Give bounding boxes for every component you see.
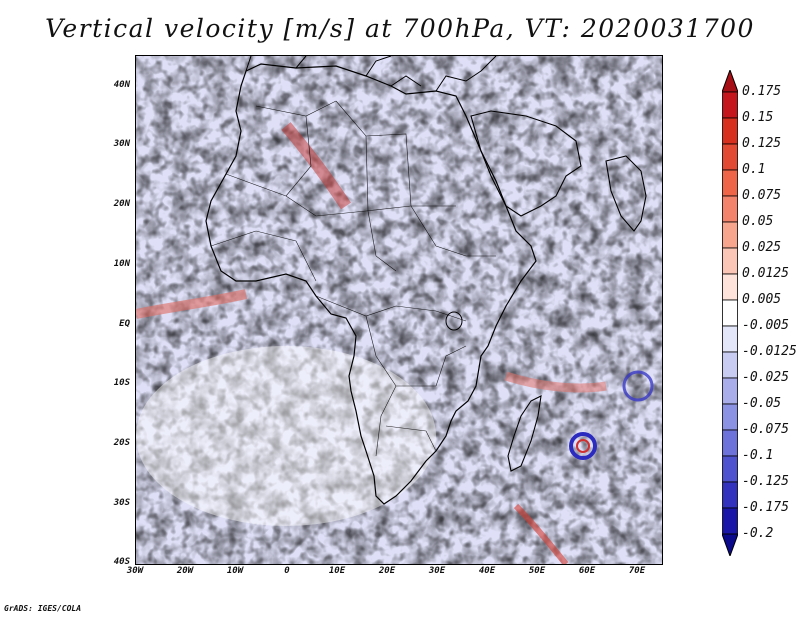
- grads-credit: GrADS: IGES/COLA: [4, 604, 82, 613]
- lon-tick-50e: 50E: [528, 566, 546, 576]
- colorbar-segment: [722, 455, 738, 483]
- madagascar-outline: [507, 395, 542, 472]
- field-red-noise: [136, 56, 662, 564]
- colorbar-segment: [722, 507, 738, 535]
- country-borders: [210, 100, 496, 457]
- lat-tick-30n: 30N: [113, 139, 130, 149]
- lat-tick-30s: 30S: [113, 498, 130, 508]
- colorbar-label: -0.0125: [742, 344, 797, 359]
- colorbar-segment: [722, 117, 738, 145]
- colorbar-bottom-arrow: [722, 533, 738, 556]
- colorbar-label: 0.075: [742, 188, 782, 203]
- map-panel[interactable]: [135, 55, 663, 565]
- southern-red-band: [513, 503, 569, 564]
- lat-tick-40s: 40S: [113, 557, 130, 567]
- colorbar-segment: [722, 351, 738, 379]
- colorbar-segment: [722, 325, 738, 353]
- map-title: Vertical velocity [m/s] at 700hPa, VT: 2…: [45, 14, 755, 43]
- colorbar-segment: [722, 273, 738, 301]
- lon-tick-30w: 30W: [126, 566, 144, 576]
- colorbar-segment: [722, 403, 738, 431]
- colorbar-segment: [722, 377, 738, 405]
- europe-coastline: [245, 56, 497, 92]
- itcz-red-band: [136, 289, 248, 319]
- colorbar-segment: [722, 169, 738, 197]
- colorbar-segment: [722, 91, 738, 119]
- colorbar-label: 0.1: [742, 162, 766, 177]
- colorbar-segment: [722, 221, 738, 249]
- colorbar-segment: [722, 429, 738, 457]
- india-coastline: [605, 155, 647, 232]
- colorbar-top-arrow: [722, 70, 738, 93]
- lon-tick-0: 0: [284, 566, 290, 576]
- colorbar-label: 0.005: [742, 292, 782, 307]
- colorbar-label: -0.05: [742, 396, 782, 411]
- indian-ocean-red-band: [504, 371, 607, 393]
- africa-coastline: [205, 63, 537, 505]
- calm-atlantic-region: [136, 346, 436, 526]
- colorbar-label: -0.1: [742, 448, 774, 463]
- lat-tick-10s: 10S: [113, 378, 130, 388]
- lon-tick-70e: 70E: [628, 566, 646, 576]
- colorbar-segment: [722, 247, 738, 275]
- colorbar-label: -0.2: [742, 526, 774, 541]
- colorbar-label: 0.175: [742, 84, 782, 99]
- lon-tick-60e: 60E: [578, 566, 596, 576]
- lat-tick-eq: EQ: [119, 319, 130, 329]
- colorbar-label: 0.15: [742, 110, 774, 125]
- lat-tick-20s: 20S: [113, 438, 130, 448]
- lake-victoria: [445, 311, 463, 331]
- lon-tick-30e: 30E: [428, 566, 446, 576]
- cyclone-core: [576, 439, 590, 453]
- map-canvas: [136, 56, 662, 564]
- cyclone-east: [622, 370, 654, 402]
- colorbar-label: 0.0125: [742, 266, 789, 281]
- lon-tick-40e: 40E: [478, 566, 496, 576]
- lat-tick-10n: 10N: [113, 259, 130, 269]
- lat-tick-20n: 20N: [113, 199, 130, 209]
- colorbar-label: -0.075: [742, 422, 789, 437]
- colorbar-label: -0.025: [742, 370, 789, 385]
- lon-tick-20e: 20E: [378, 566, 396, 576]
- colorbar-segment: [722, 481, 738, 509]
- colorbar-label: 0.025: [742, 240, 782, 255]
- colorbar-label: -0.125: [742, 474, 789, 489]
- lon-tick-20w: 20W: [176, 566, 194, 576]
- lon-tick-10e: 10E: [328, 566, 346, 576]
- colorbar-segment: [722, 143, 738, 171]
- cyclone-madagascar: [569, 432, 597, 460]
- lon-tick-10w: 10W: [226, 566, 244, 576]
- arabia-coastline: [470, 110, 582, 217]
- colorbar-label: 0.125: [742, 136, 782, 151]
- colorbar-segment: [722, 195, 738, 223]
- lat-tick-40n: 40N: [113, 80, 130, 90]
- colorbar-label: -0.005: [742, 318, 789, 333]
- colorbar: [722, 70, 738, 556]
- colorbar-label: 0.05: [742, 214, 774, 229]
- colorbar-segment: [722, 299, 738, 327]
- sahara-red-band: [281, 122, 351, 210]
- colorbar-label: -0.175: [742, 500, 789, 515]
